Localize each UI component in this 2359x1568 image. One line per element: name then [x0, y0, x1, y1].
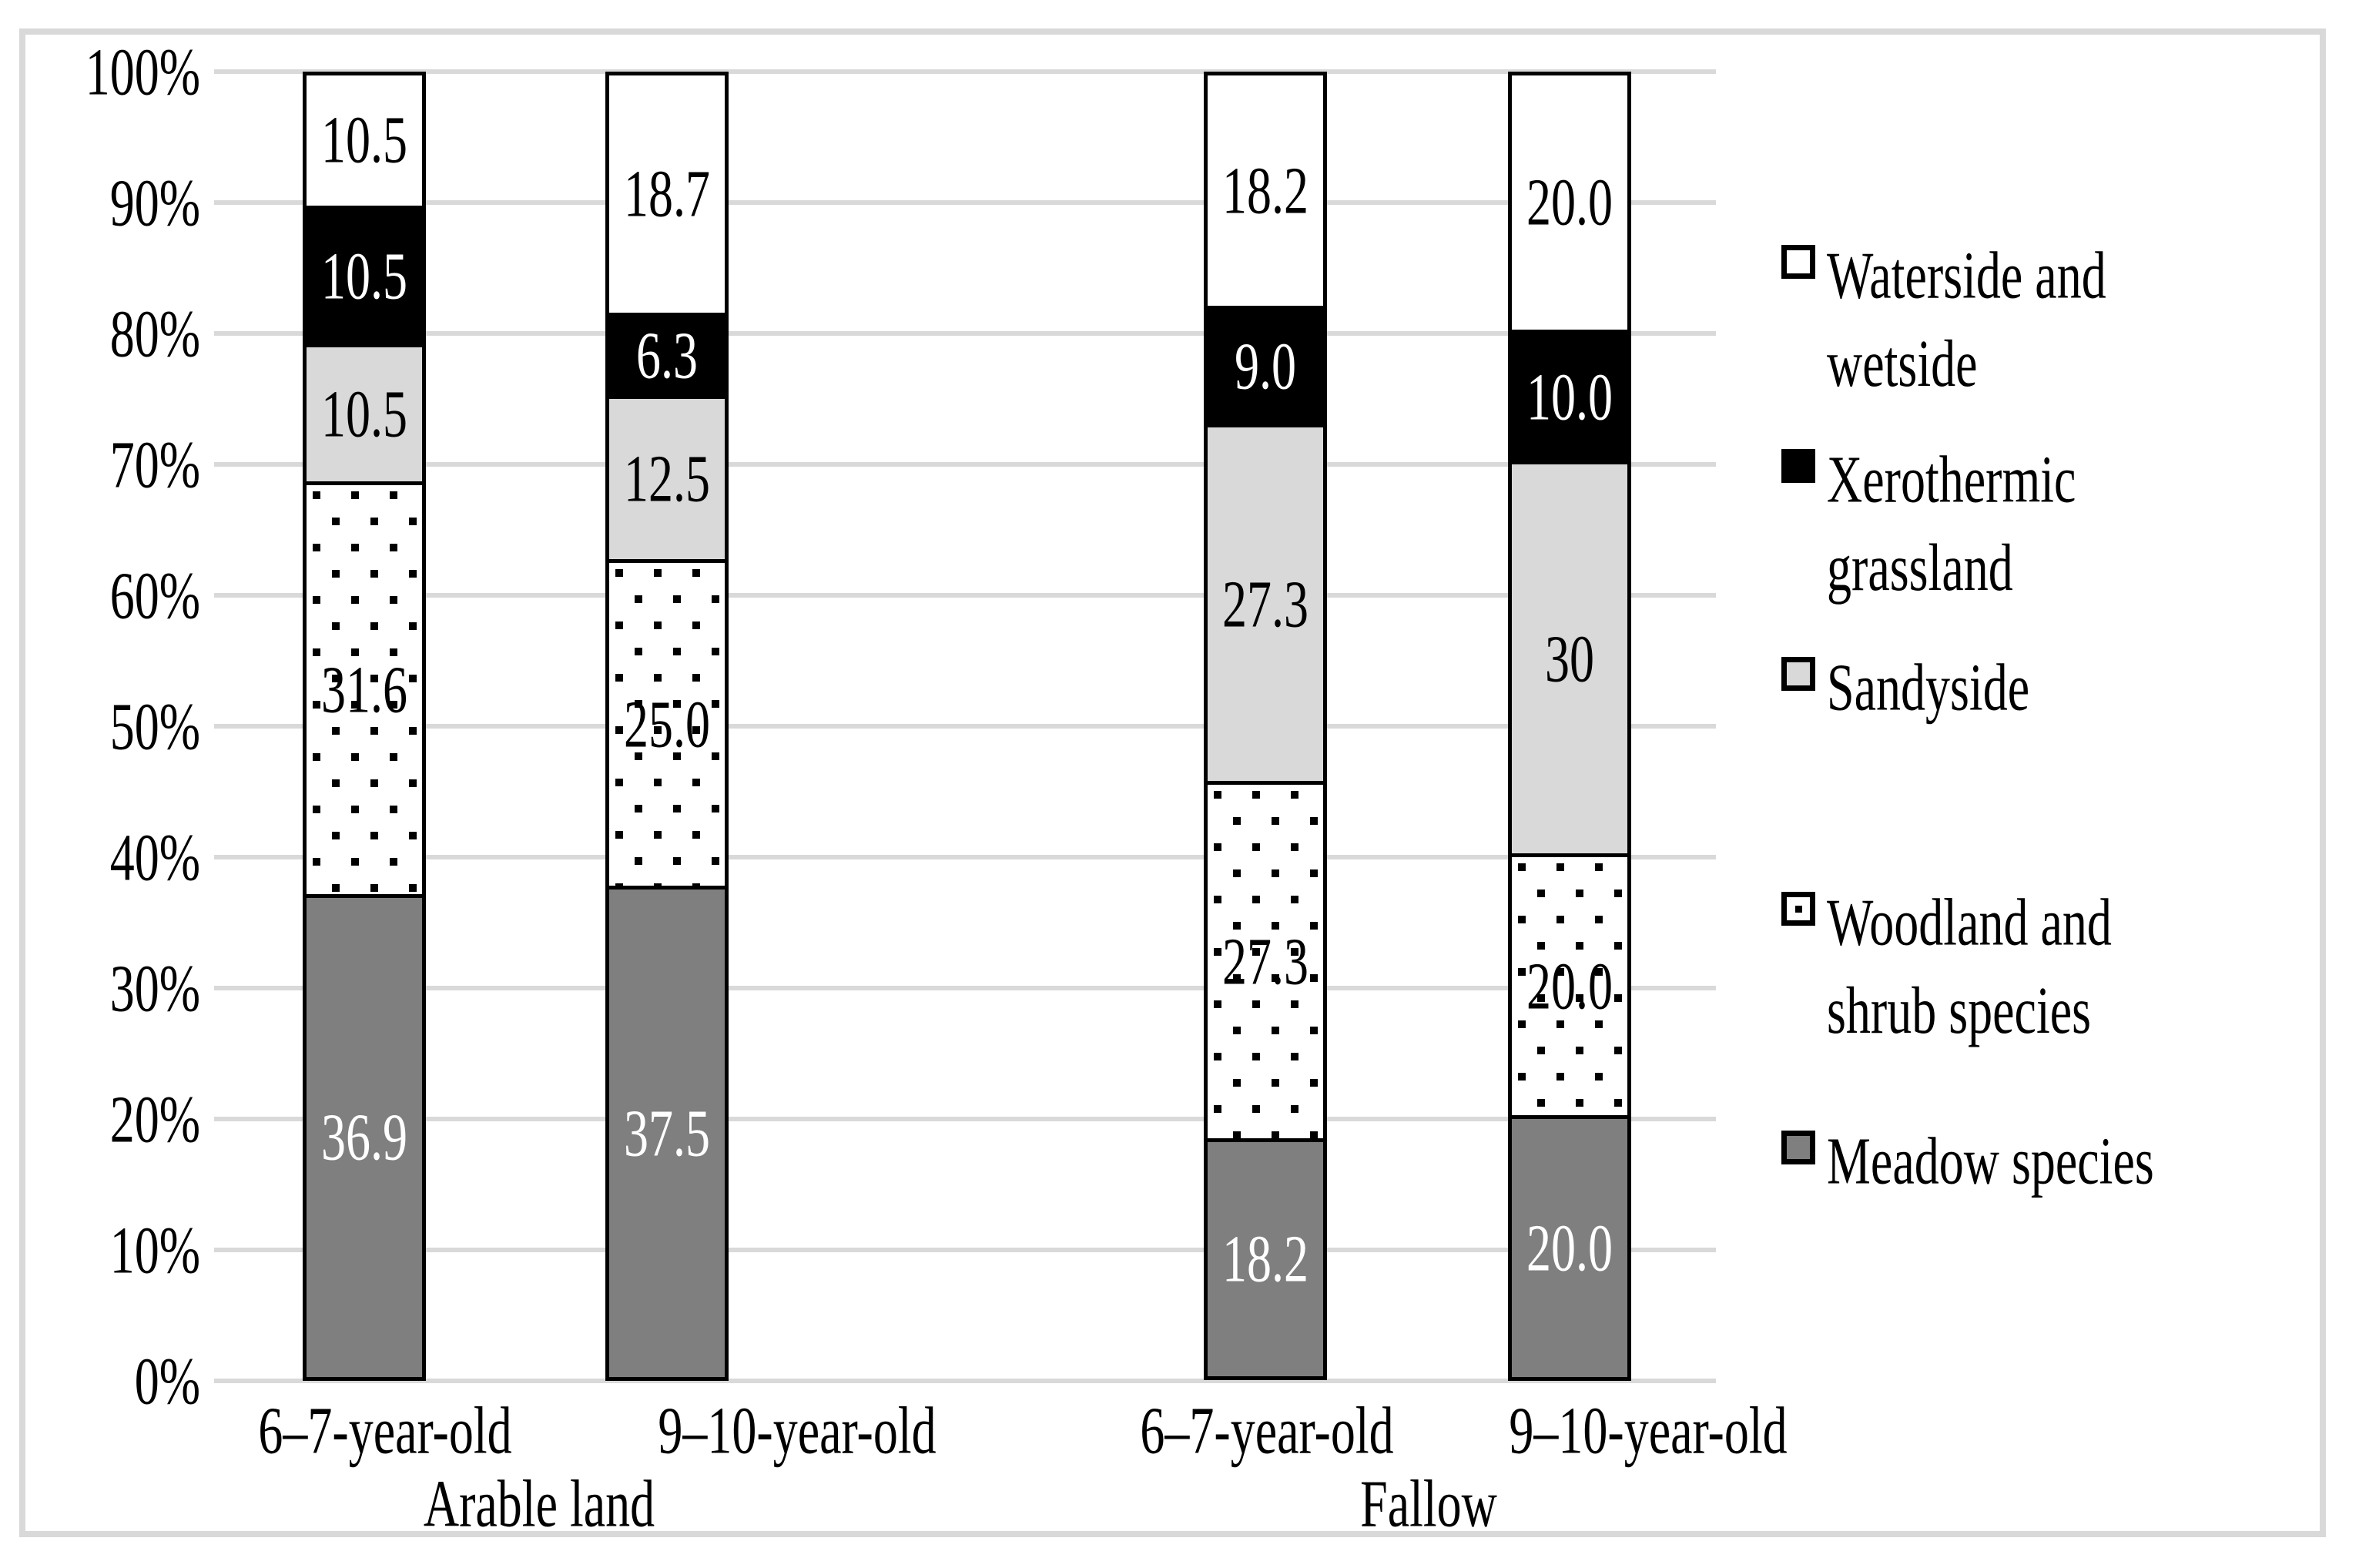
bar-segment-value: 18.2 — [1222, 1221, 1309, 1296]
gridline — [214, 986, 1716, 990]
legend-label-line: Sandyside — [1827, 650, 2030, 725]
group-label: Fallow — [1360, 1466, 1497, 1541]
legend-swatch-meadow-icon — [1781, 1131, 1815, 1164]
bar-segment-value: 10.5 — [321, 102, 407, 177]
bar-segment-value: 12.5 — [624, 441, 710, 515]
gridline — [214, 1248, 1716, 1252]
bar-segment: 18.7 — [605, 72, 729, 317]
legend-label-line: Woodland and — [1827, 885, 2112, 960]
bar-segment: 10.5 — [303, 343, 426, 485]
group-label: Arable land — [423, 1466, 655, 1541]
bar-segment: 20.0 — [1508, 853, 1631, 1119]
y-axis-label: 80% — [109, 297, 200, 371]
bar-segment-value: 9.0 — [1235, 329, 1296, 404]
legend-swatch-woodland-icon — [1781, 892, 1815, 926]
stacked-bar: 18.7 6.3 12.5 25.0 37.5 — [605, 72, 729, 1381]
gridline — [214, 855, 1716, 859]
bar-segment: 9.0 — [1204, 306, 1327, 427]
y-axis-label: 20% — [109, 1082, 200, 1157]
y-axis-label: 70% — [109, 427, 200, 502]
gridline — [214, 724, 1716, 729]
bar-segment: 10.0 — [1508, 330, 1631, 464]
category-label: 9–10-year-old — [658, 1393, 937, 1468]
bar-segment-value: 25.0 — [624, 686, 710, 761]
bar-segment-value: 20.0 — [1526, 948, 1613, 1023]
stacked-bar: 10.5 10.5 10.5 31.6 36.9 — [303, 72, 426, 1381]
y-axis-label: 0% — [134, 1344, 200, 1419]
bar-segment: 10.5 — [303, 72, 426, 209]
bar-segment: 18.2 — [1204, 1138, 1327, 1380]
bar-segment: 31.6 — [303, 481, 426, 899]
legend-label: Waterside and wetside — [1827, 231, 2335, 408]
legend-swatch-waterside-icon — [1781, 245, 1815, 279]
legend-label: Meadow species — [1827, 1117, 2335, 1205]
y-axis-label: 50% — [109, 689, 200, 764]
bar-segment: 10.5 — [303, 205, 426, 347]
bar-segment-value: 20.0 — [1526, 165, 1613, 240]
gridline — [214, 1117, 1716, 1121]
gridline — [214, 69, 1716, 74]
bar-segment: 37.5 — [605, 886, 729, 1381]
dot-pattern-icon — [1795, 906, 1802, 913]
bar-segment-value: 31.6 — [321, 652, 407, 726]
gridline — [214, 462, 1716, 467]
bar-segment-value: 27.3 — [1222, 923, 1309, 998]
legend-label-line: grassland — [1827, 531, 2013, 605]
legend-label: Woodland and shrub species — [1827, 878, 2335, 1055]
bar-segment-value: 30 — [1545, 621, 1594, 695]
y-axis-label: 100% — [85, 35, 200, 109]
stacked-bar: 18.2 9.0 27.3 27.3 18.2 — [1204, 72, 1327, 1381]
bar-segment: 27.3 — [1204, 781, 1327, 1142]
bar-segment: 20.0 — [1508, 1115, 1631, 1381]
bar-segment-value: 10.0 — [1526, 359, 1613, 434]
y-axis-label: 40% — [109, 820, 200, 895]
legend-label-line: wetside — [1827, 327, 1978, 401]
bar-segment-value: 36.9 — [321, 1100, 407, 1174]
bar-segment-value: 18.7 — [624, 156, 710, 231]
legend-label-line: Waterside and — [1827, 238, 2106, 313]
bar-segment: 27.3 — [1204, 424, 1327, 785]
category-label: 6–7-year-old — [258, 1393, 512, 1468]
gridline — [214, 593, 1716, 598]
bar-segment: 36.9 — [303, 894, 426, 1381]
y-axis-label: 90% — [109, 166, 200, 240]
bar-segment-value: 18.2 — [1222, 152, 1309, 227]
bar-segment: 6.3 — [605, 312, 729, 399]
legend-label: Xerothermic grassland — [1827, 435, 2335, 612]
y-axis-label: 60% — [109, 558, 200, 633]
bar-segment: 12.5 — [605, 394, 729, 563]
gridline — [214, 200, 1716, 205]
legend-swatch-sandyside-icon — [1781, 657, 1815, 691]
category-label: 6–7-year-old — [1140, 1393, 1394, 1468]
gridline — [214, 331, 1716, 336]
legend-label: Sandyside — [1827, 643, 2335, 732]
bar-segment: 25.0 — [605, 558, 729, 890]
legend-label-line: shrub species — [1827, 973, 2092, 1048]
bar-segment-value: 10.5 — [321, 239, 407, 313]
y-axis-label: 30% — [109, 951, 200, 1026]
bar-segment-value: 10.5 — [321, 377, 407, 451]
stacked-bar: 20.0 10.0 30 20.0 20.0 — [1508, 72, 1631, 1381]
bar-segment-value: 37.5 — [624, 1096, 710, 1170]
bar-segment-value: 6.3 — [636, 318, 698, 393]
bar-segment: 20.0 — [1508, 72, 1631, 333]
gridline — [214, 1379, 1716, 1383]
legend-label-line: Meadow species — [1827, 1124, 2154, 1198]
legend-label-line: Xerothermic — [1827, 442, 2076, 517]
category-label: 9–10-year-old — [1509, 1393, 1788, 1468]
y-axis-label: 10% — [109, 1213, 200, 1288]
bar-segment-value: 20.0 — [1526, 1210, 1613, 1285]
bar-segment-value: 27.3 — [1222, 566, 1309, 641]
legend-swatch-xerothermic-icon — [1781, 449, 1815, 483]
bar-segment: 30 — [1508, 461, 1631, 857]
bar-segment: 18.2 — [1204, 72, 1327, 310]
